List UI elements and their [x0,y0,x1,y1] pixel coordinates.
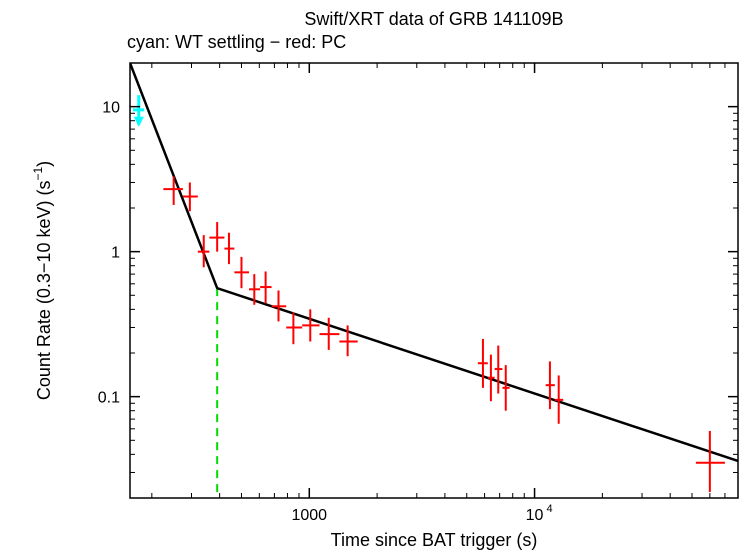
x-axis-label: Time since BAT trigger (s) [331,530,538,550]
svg-text:10: 10 [526,507,544,524]
svg-text:1000: 1000 [291,507,327,524]
svg-text:10: 10 [102,100,120,117]
chart-title: Swift/XRT data of GRB 141109B [304,9,563,29]
y-axis-label: Count Rate (0.3−10 keV) (s−1) [31,161,54,400]
xrt-lightcurve-chart: 10001040.1110Swift/XRT data of GRB 14110… [0,0,746,558]
svg-text:1: 1 [111,245,120,262]
svg-text:4: 4 [547,503,553,515]
chart-container: 10001040.1110Swift/XRT data of GRB 14110… [0,0,746,558]
chart-subtitle: cyan: WT settling − red: PC [127,32,346,52]
svg-text:0.1: 0.1 [98,390,120,407]
